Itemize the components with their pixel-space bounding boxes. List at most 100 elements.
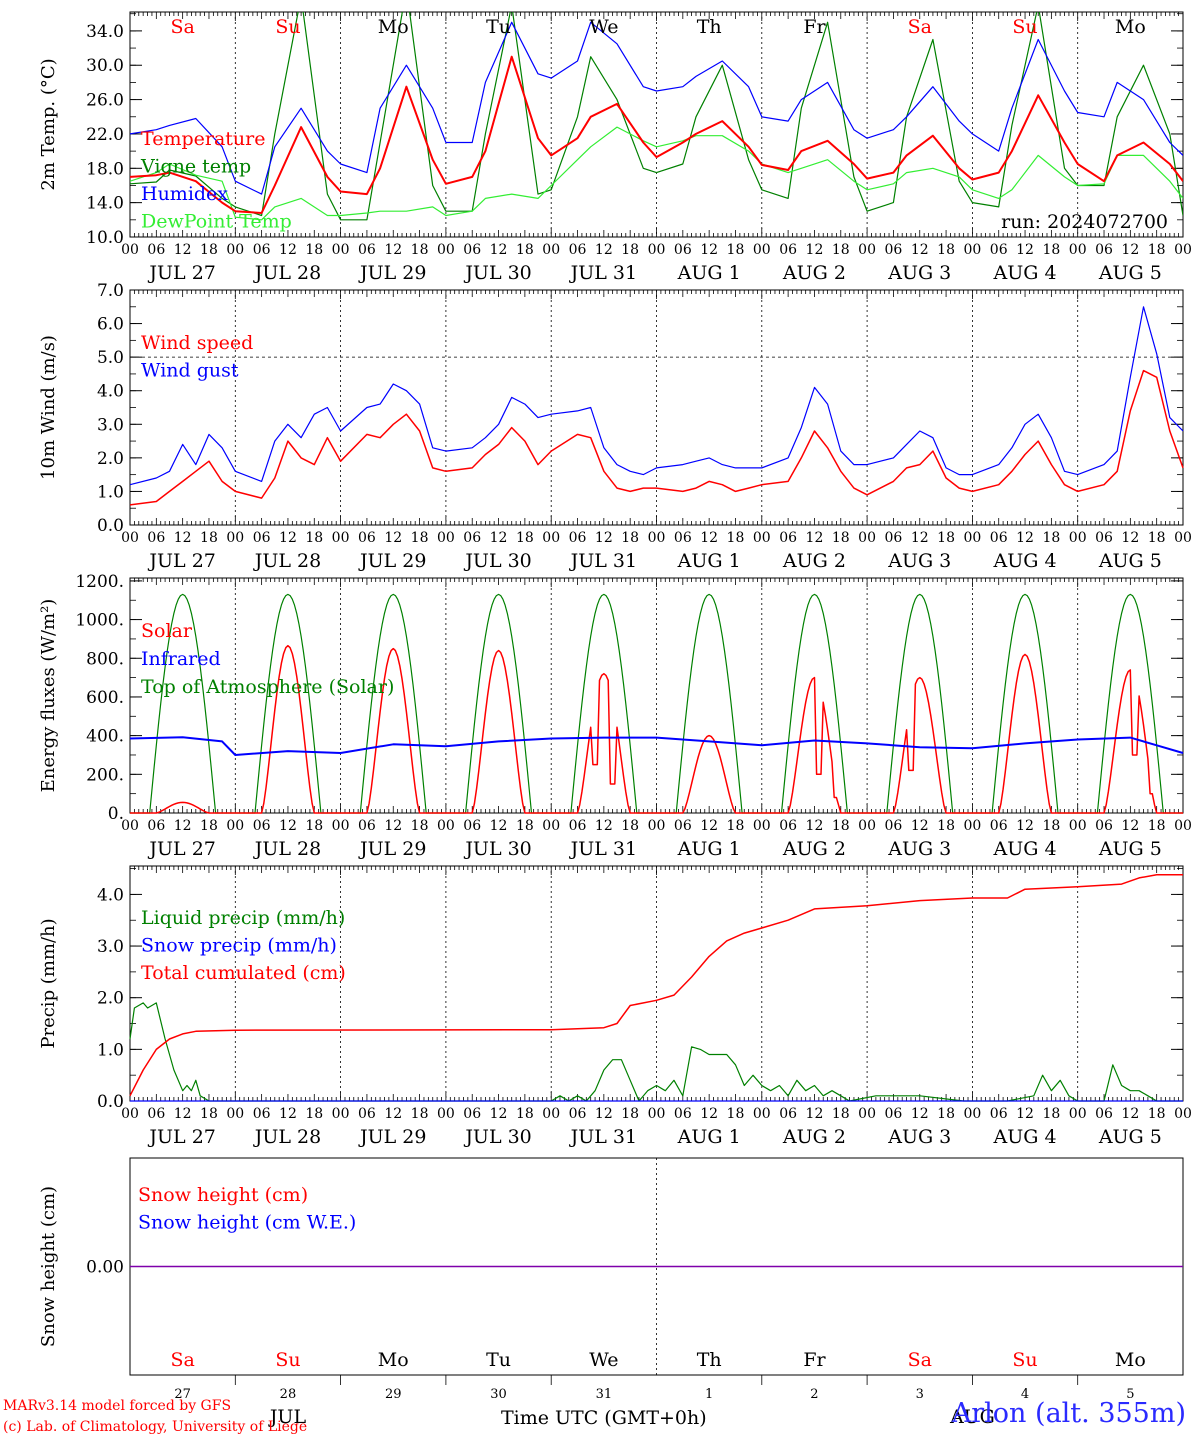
hour-tick-label: 06 (990, 530, 1008, 546)
hour-tick-label: 06 (569, 818, 587, 834)
weekday-label: Th (697, 16, 722, 38)
hour-tick-label: 00 (1174, 242, 1192, 258)
legend-entry: Infrared (141, 648, 221, 670)
hour-tick-label: 18 (1042, 1106, 1060, 1122)
hour-tick-label: 18 (727, 242, 745, 258)
hour-tick-label: 00 (437, 530, 455, 546)
hour-tick-label: 18 (1148, 242, 1166, 258)
weekday-label: Sa (908, 1349, 932, 1371)
month-label: AUG (949, 1406, 995, 1428)
series-infrared (129, 736, 1184, 756)
hour-tick-label: 06 (147, 1106, 165, 1122)
y-tick-label: 2.0 (97, 449, 124, 469)
hour-tick-label: 06 (1095, 530, 1113, 546)
hour-tick-label: 06 (358, 530, 376, 546)
y-axis-label: Precip (mm/h) (38, 918, 59, 1048)
hour-tick-label: 12 (279, 1106, 297, 1122)
month-label: JUL (268, 1406, 307, 1428)
hour-tick-label: 00 (542, 818, 560, 834)
date-label: JUL 27 (147, 262, 215, 284)
legend-entry: Solar (141, 620, 193, 642)
hour-tick-label: 18 (305, 1106, 323, 1122)
hour-tick-label: 00 (648, 242, 666, 258)
hour-tick-label: 06 (885, 1106, 903, 1122)
weekday-label: Tu (486, 16, 511, 38)
date-label: JUL 31 (569, 838, 637, 860)
day-number: 3 (916, 1387, 924, 1402)
hour-tick-label: 12 (1121, 1106, 1139, 1122)
date-label: JUL 28 (253, 838, 321, 860)
hour-tick-label: 18 (200, 242, 218, 258)
hour-tick-label: 12 (911, 818, 929, 834)
weekday-label: We (589, 16, 618, 38)
hour-tick-label: 06 (1095, 242, 1113, 258)
y-tick-label: 7.0 (97, 281, 124, 301)
hour-tick-label: 00 (648, 1106, 666, 1122)
series-dewpoint-temp (130, 126, 1183, 221)
hour-tick-label: 12 (806, 242, 824, 258)
hour-tick-label: 12 (1121, 818, 1139, 834)
hour-tick-label: 00 (963, 1106, 981, 1122)
date-label: JUL 28 (253, 1126, 321, 1148)
weekday-label: Th (697, 1349, 722, 1371)
weekday-label: Sa (908, 16, 932, 38)
y-tick-label: 26.0 (86, 91, 124, 111)
hour-tick-label: 18 (1148, 818, 1166, 834)
y-tick-label: 22.0 (86, 125, 124, 145)
hour-tick-label: 06 (990, 1106, 1008, 1122)
hour-tick-label: 00 (858, 530, 876, 546)
hour-tick-label: 12 (1121, 242, 1139, 258)
weekday-label: Fr (803, 16, 826, 38)
day-number: 4 (1021, 1387, 1029, 1402)
series-solar (130, 644, 1183, 814)
hour-tick-label: 00 (753, 1106, 771, 1122)
hour-tick-label: 06 (990, 818, 1008, 834)
hour-tick-label: 12 (911, 242, 929, 258)
temp-lines (130, 12, 1183, 221)
hour-tick-label: 06 (569, 242, 587, 258)
y-tick-label: 0.0 (97, 516, 124, 536)
hour-tick-label: 06 (779, 530, 797, 546)
hour-tick-label: 12 (174, 1106, 192, 1122)
y-tick-label: 600. (86, 688, 124, 708)
hour-tick-label: 12 (490, 818, 508, 834)
date-label: JUL 29 (358, 550, 426, 572)
hour-tick-label: 18 (305, 530, 323, 546)
day-number: 28 (280, 1387, 297, 1402)
weekday-label: Su (275, 16, 300, 38)
date-label: AUG 5 (1098, 838, 1162, 860)
y-tick-label: 3.0 (97, 415, 124, 435)
legend-entry: Snow height (cm W.E.) (138, 1212, 356, 1234)
hour-tick-label: 18 (305, 818, 323, 834)
hour-tick-label: 06 (253, 530, 271, 546)
hour-tick-label: 12 (1016, 242, 1034, 258)
hour-tick-label: 18 (621, 1106, 639, 1122)
legend-entry: DewPoint Temp (141, 211, 292, 233)
hour-tick-label: 18 (200, 1106, 218, 1122)
hour-tick-label: 18 (516, 1106, 534, 1122)
hour-tick-label: 00 (542, 242, 560, 258)
legend-entry: Snow precip (mm/h) (141, 935, 337, 957)
hour-tick-label: 00 (121, 242, 139, 258)
credit-line-2: (c) Lab. of Climatology, University of L… (3, 1419, 308, 1435)
hour-tick-label: 18 (937, 530, 955, 546)
hour-tick-label: 12 (595, 818, 613, 834)
hour-tick-label: 18 (516, 818, 534, 834)
weekday-label: Su (275, 1349, 300, 1371)
legend-entry: Temperature (141, 128, 265, 150)
y-axis-label: 10m Wind (m/s) (38, 335, 59, 480)
weekday-label: Su (1012, 16, 1037, 38)
hour-tick-label: 18 (516, 530, 534, 546)
y-tick-label: 2.0 (97, 989, 124, 1009)
y-tick-label: 6.0 (97, 315, 124, 335)
hour-tick-label: 00 (963, 530, 981, 546)
hour-tick-label: 00 (437, 242, 455, 258)
weekday-label: Sa (170, 16, 194, 38)
hour-tick-label: 06 (779, 1106, 797, 1122)
date-label: AUG 4 (993, 1126, 1057, 1148)
y-tick-label: 14.0 (86, 194, 124, 214)
hour-tick-label: 12 (1016, 818, 1034, 834)
hour-tick-label: 12 (1121, 530, 1139, 546)
y-tick-label: 30.0 (86, 56, 124, 76)
hour-tick-label: 18 (1148, 1106, 1166, 1122)
